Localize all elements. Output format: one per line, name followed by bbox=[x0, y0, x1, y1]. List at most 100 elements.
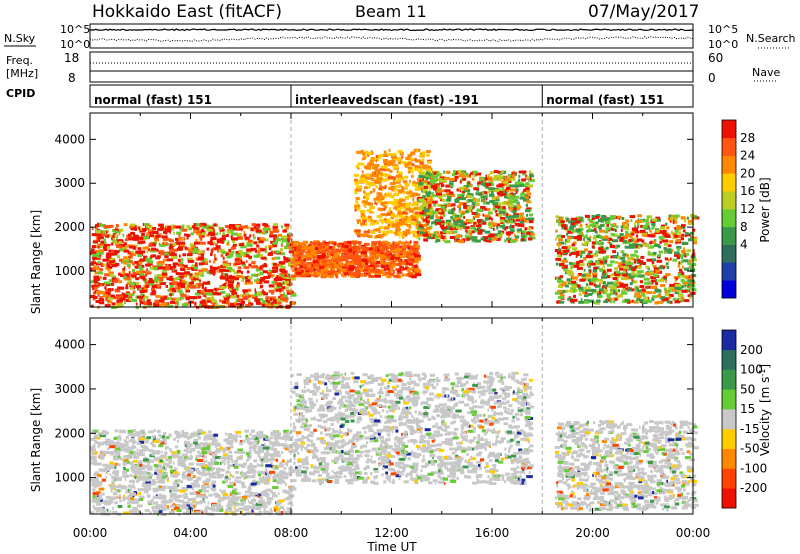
heatmap-cell bbox=[384, 246, 390, 250]
heatmap-cell bbox=[373, 197, 380, 201]
heatmap-cell bbox=[652, 295, 658, 299]
heatmap-cell bbox=[236, 233, 242, 237]
heatmap-cell bbox=[402, 234, 405, 238]
heatmap-cell bbox=[106, 230, 108, 234]
heatmap-cell bbox=[255, 268, 260, 272]
heatmap-cell bbox=[488, 187, 491, 191]
heatmap-cell bbox=[199, 279, 201, 283]
heatmap-cell bbox=[209, 230, 213, 234]
heatmap-cell bbox=[247, 467, 252, 471]
heatmap-cell bbox=[154, 276, 158, 280]
heatmap-cell bbox=[267, 252, 273, 256]
heatmap-cell bbox=[575, 254, 578, 258]
heatmap-cell bbox=[227, 240, 230, 244]
heatmap-cell bbox=[491, 220, 494, 224]
heatmap-cell bbox=[104, 304, 111, 308]
heatmap-cell bbox=[313, 260, 320, 264]
heatmap-cell bbox=[408, 260, 414, 264]
heatmap-cell bbox=[224, 285, 228, 289]
heatmap-cell bbox=[634, 286, 637, 290]
heatmap-cell bbox=[277, 301, 281, 305]
heatmap-cell bbox=[401, 222, 408, 226]
heatmap-cell bbox=[577, 274, 580, 278]
heatmap-cell bbox=[230, 246, 235, 250]
heatmap-cell bbox=[246, 440, 250, 444]
heatmap-cell bbox=[404, 205, 411, 209]
heatmap-cell bbox=[189, 243, 194, 247]
heatmap-cell bbox=[268, 284, 271, 288]
heatmap-cell bbox=[419, 166, 422, 169]
heatmap-cell bbox=[653, 269, 661, 273]
heatmap-cell bbox=[348, 267, 354, 271]
heatmap-cell bbox=[570, 266, 573, 269]
heatmap-cell bbox=[254, 298, 260, 302]
heatmap-cell bbox=[108, 260, 115, 264]
heatmap-cell bbox=[692, 228, 696, 232]
heatmap-cell bbox=[379, 154, 386, 157]
heatmap-cell bbox=[268, 247, 272, 251]
heatmap-cell bbox=[146, 271, 152, 275]
heatmap-cell bbox=[262, 278, 265, 282]
heatmap-cell bbox=[598, 227, 602, 231]
heatmap-cell bbox=[576, 253, 579, 257]
heatmap-cell bbox=[584, 214, 591, 218]
nsearch-line bbox=[89, 35, 694, 43]
heatmap-cell bbox=[205, 292, 212, 296]
heatmap-cell bbox=[236, 269, 242, 273]
heatmap-cell bbox=[230, 250, 235, 254]
heatmap-cell bbox=[316, 263, 321, 267]
heatmap-cell bbox=[143, 287, 148, 291]
heatmap-cell bbox=[267, 300, 271, 304]
heatmap-cell bbox=[282, 235, 288, 239]
heatmap-cell bbox=[343, 264, 349, 268]
heatmap-cell bbox=[359, 178, 363, 182]
heatmap-cell bbox=[231, 232, 238, 236]
heatmap-cell bbox=[357, 162, 362, 166]
heatmap-cell bbox=[493, 175, 500, 178]
heatmap-cell bbox=[457, 193, 463, 197]
heatmap-cell bbox=[175, 272, 181, 276]
heatmap-cell bbox=[124, 301, 126, 304]
heatmap-cell bbox=[674, 227, 678, 230]
heatmap-cell bbox=[680, 237, 684, 241]
heatmap-cell bbox=[398, 260, 402, 264]
heatmap-cell bbox=[510, 224, 512, 228]
heatmap-cell bbox=[426, 150, 431, 153]
heatmap-cell bbox=[366, 260, 372, 264]
heatmap-cell bbox=[99, 296, 103, 300]
heatmap-cell bbox=[363, 222, 368, 226]
heatmap-cell bbox=[574, 249, 576, 253]
heatmap-cell bbox=[437, 234, 442, 238]
heatmap-cell bbox=[659, 229, 662, 233]
heatmap-cell bbox=[453, 170, 456, 174]
heatmap-cell bbox=[450, 224, 456, 228]
heatmap-cell bbox=[103, 238, 106, 242]
heatmap-cell bbox=[280, 297, 283, 301]
heatmap-cell bbox=[402, 211, 407, 215]
heatmap-cell bbox=[516, 201, 520, 205]
heatmap-cell bbox=[347, 240, 352, 244]
y-tick-label: 1000 bbox=[54, 264, 85, 278]
heatmap-cell bbox=[427, 215, 430, 219]
heatmap-cell bbox=[219, 276, 226, 280]
heatmap-cell bbox=[419, 171, 422, 175]
heatmap-cell bbox=[504, 176, 506, 180]
heatmap-cell bbox=[350, 260, 354, 264]
heatmap-cell bbox=[360, 254, 367, 258]
heatmap-cell bbox=[455, 217, 459, 220]
heatmap-cell bbox=[254, 293, 258, 297]
heatmap-cell bbox=[592, 253, 599, 257]
heatmap-cell bbox=[152, 242, 155, 246]
heatmap-cell bbox=[117, 303, 124, 307]
heatmap-cell bbox=[384, 218, 387, 221]
heatmap-cell bbox=[582, 219, 585, 223]
heatmap-cell bbox=[332, 246, 336, 249]
heatmap-cell bbox=[515, 184, 522, 187]
heatmap-cell bbox=[196, 232, 202, 235]
heatmap-cell bbox=[360, 251, 367, 255]
heatmap-cell bbox=[414, 252, 420, 256]
heatmap-cell bbox=[593, 301, 596, 305]
heatmap-cell bbox=[625, 219, 630, 223]
heatmap-cell bbox=[659, 226, 665, 230]
